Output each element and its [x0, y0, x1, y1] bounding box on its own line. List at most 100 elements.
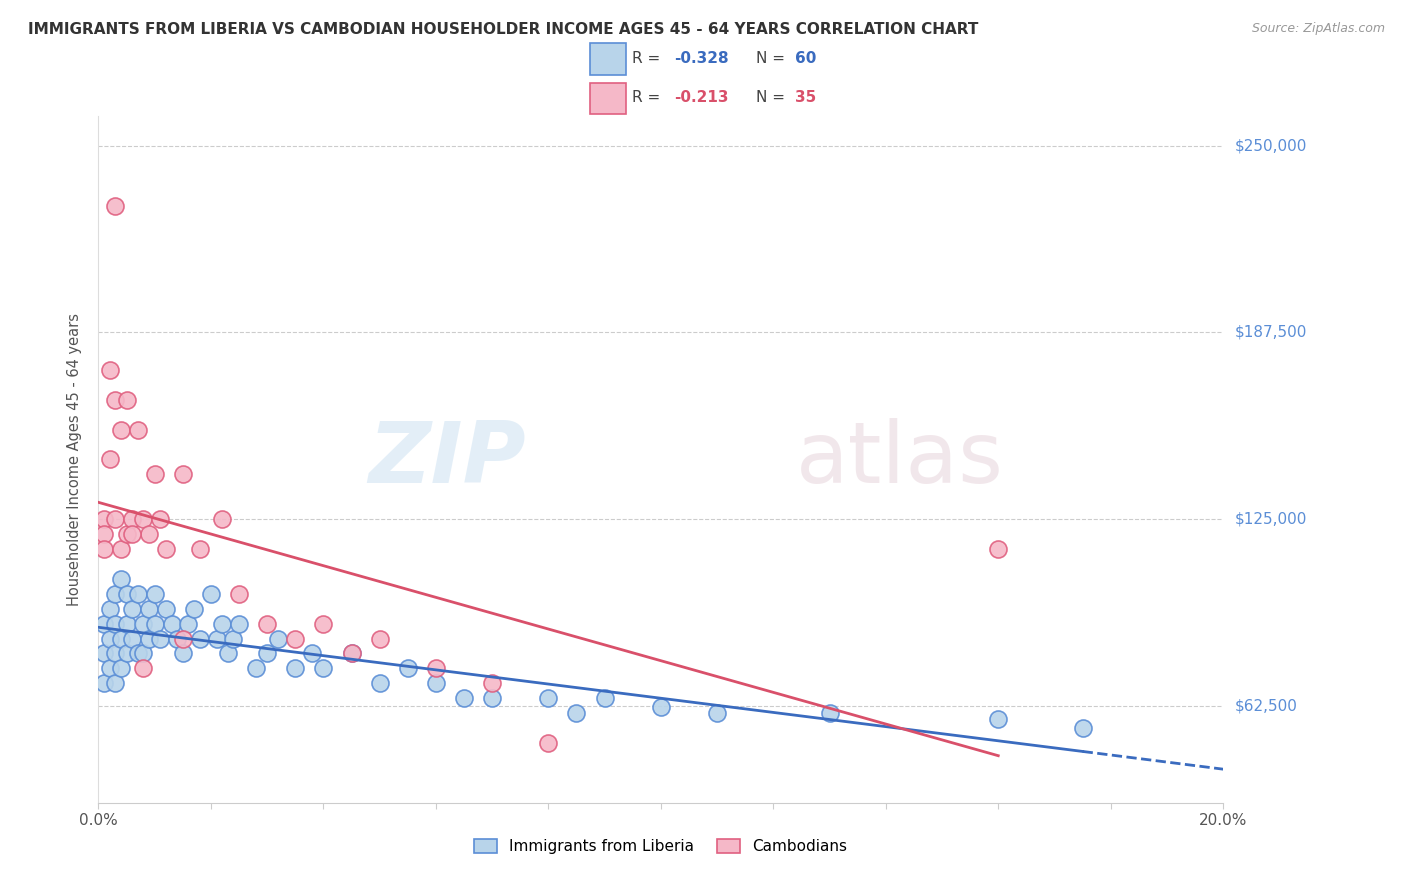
Point [132, 616, 155, 631]
Point [98, 452, 121, 467]
Point [93, 616, 115, 631]
Point [127, 587, 149, 601]
Legend: Immigrants from Liberia, Cambodians: Immigrants from Liberia, Cambodians [468, 833, 853, 861]
Point [121, 632, 143, 646]
Point [368, 632, 391, 646]
Point [256, 616, 278, 631]
Point [453, 691, 475, 706]
Point [177, 616, 200, 631]
Point [110, 572, 132, 586]
Point [115, 587, 138, 601]
Point [188, 632, 211, 646]
Point [217, 647, 239, 661]
Point [166, 632, 188, 646]
Point [425, 676, 447, 690]
Point [104, 512, 127, 526]
Point [93, 527, 115, 541]
Text: $250,000: $250,000 [1234, 138, 1306, 153]
Point [93, 676, 115, 690]
Point [121, 601, 143, 615]
Point [155, 541, 177, 556]
Point [132, 647, 155, 661]
Y-axis label: Householder Income Ages 45 - 64 years: Householder Income Ages 45 - 64 years [67, 313, 83, 606]
Point [228, 616, 250, 631]
Point [98, 632, 121, 646]
Point [104, 676, 127, 690]
Text: 60: 60 [796, 51, 817, 66]
Point [537, 691, 560, 706]
Point [987, 712, 1010, 726]
Text: $62,500: $62,500 [1234, 698, 1298, 714]
Point [127, 647, 149, 661]
Point [284, 632, 307, 646]
FancyBboxPatch shape [589, 44, 626, 75]
Text: -0.328: -0.328 [675, 51, 728, 66]
Point [425, 661, 447, 675]
Point [104, 616, 127, 631]
Point [98, 601, 121, 615]
Point [183, 601, 205, 615]
Point [211, 512, 233, 526]
Point [222, 632, 245, 646]
Point [160, 616, 183, 631]
Text: ZIP: ZIP [368, 417, 526, 501]
Point [115, 616, 138, 631]
Point [340, 647, 363, 661]
Point [205, 632, 228, 646]
Point [110, 661, 132, 675]
Point [481, 676, 503, 690]
Point [149, 512, 172, 526]
Point [396, 661, 419, 675]
Point [155, 601, 177, 615]
FancyBboxPatch shape [589, 83, 626, 114]
Point [121, 527, 143, 541]
Point [565, 706, 588, 721]
Point [138, 632, 160, 646]
Point [256, 647, 278, 661]
Text: $125,000: $125,000 [1234, 512, 1306, 526]
Point [115, 527, 138, 541]
Point [284, 661, 307, 675]
Text: IMMIGRANTS FROM LIBERIA VS CAMBODIAN HOUSEHOLDER INCOME AGES 45 - 64 YEARS CORRE: IMMIGRANTS FROM LIBERIA VS CAMBODIAN HOU… [28, 22, 979, 37]
Point [312, 616, 335, 631]
Point [188, 541, 211, 556]
Point [228, 587, 250, 601]
Point [481, 691, 503, 706]
Point [93, 647, 115, 661]
Point [93, 541, 115, 556]
Point [104, 392, 127, 407]
Point [172, 632, 194, 646]
Point [93, 512, 115, 526]
Text: R =: R = [631, 90, 665, 105]
Point [267, 632, 290, 646]
Point [115, 647, 138, 661]
Point [593, 691, 616, 706]
Point [818, 706, 841, 721]
Point [121, 512, 143, 526]
Point [1071, 721, 1094, 735]
Point [104, 587, 127, 601]
Point [172, 467, 194, 482]
Point [110, 423, 132, 437]
Point [104, 647, 127, 661]
Text: R =: R = [631, 51, 665, 66]
Text: N =: N = [756, 51, 790, 66]
Point [340, 647, 363, 661]
Text: N =: N = [756, 90, 790, 105]
Point [143, 616, 166, 631]
Text: atlas: atlas [796, 417, 1004, 501]
Point [245, 661, 267, 675]
Point [98, 661, 121, 675]
Point [138, 527, 160, 541]
Point [200, 587, 222, 601]
Point [987, 541, 1010, 556]
Point [143, 467, 166, 482]
Point [537, 736, 560, 750]
Point [110, 541, 132, 556]
Point [650, 700, 672, 714]
Point [138, 601, 160, 615]
Point [301, 647, 323, 661]
Text: Source: ZipAtlas.com: Source: ZipAtlas.com [1251, 22, 1385, 36]
Point [312, 661, 335, 675]
Point [110, 632, 132, 646]
